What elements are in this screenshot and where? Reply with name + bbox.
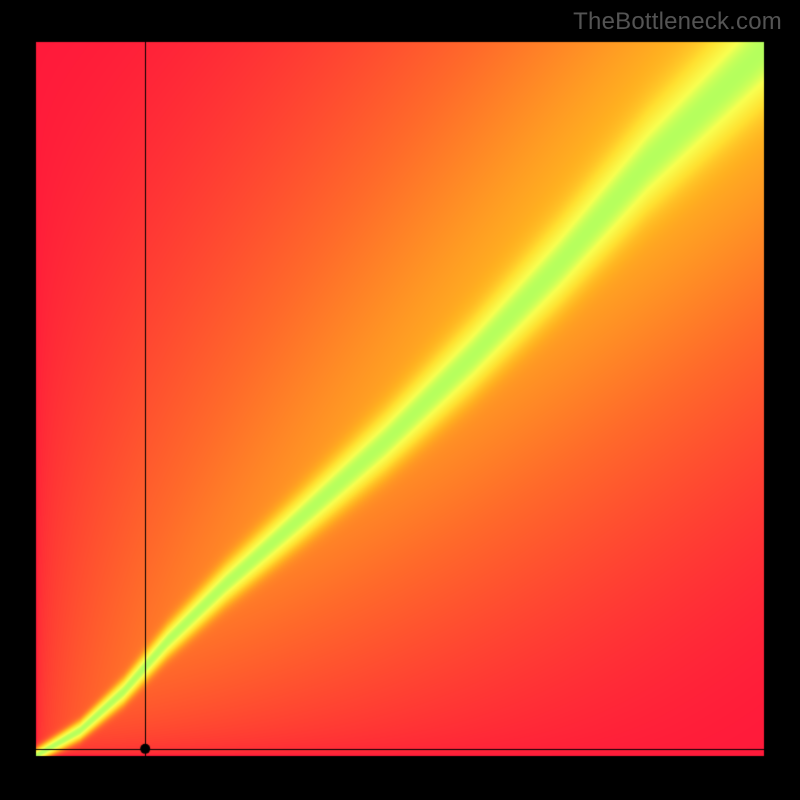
watermark-text: TheBottleneck.com (573, 8, 782, 36)
bottleneck-heatmap (0, 0, 800, 800)
